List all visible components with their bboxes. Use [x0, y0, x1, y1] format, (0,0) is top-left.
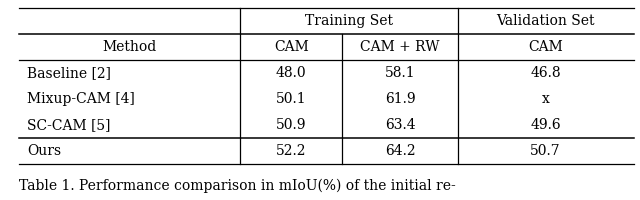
Text: 49.6: 49.6 — [531, 118, 561, 132]
Text: 48.0: 48.0 — [276, 66, 307, 80]
Text: Validation Set: Validation Set — [497, 14, 595, 28]
Text: 58.1: 58.1 — [385, 66, 415, 80]
Text: 50.9: 50.9 — [276, 118, 307, 132]
Text: 50.1: 50.1 — [276, 92, 307, 106]
Text: CAM + RW: CAM + RW — [360, 40, 440, 54]
Text: CAM: CAM — [528, 40, 563, 54]
Text: Training Set: Training Set — [305, 14, 393, 28]
Text: Baseline [2]: Baseline [2] — [27, 66, 111, 80]
Text: Table 1. Performance comparison in mIoU(%) of the initial re-: Table 1. Performance comparison in mIoU(… — [19, 179, 456, 193]
Text: 63.4: 63.4 — [385, 118, 415, 132]
Text: 52.2: 52.2 — [276, 144, 307, 158]
Text: Method: Method — [102, 40, 157, 54]
Text: 61.9: 61.9 — [385, 92, 415, 106]
Text: Mixup-CAM [4]: Mixup-CAM [4] — [27, 92, 135, 106]
Text: 64.2: 64.2 — [385, 144, 415, 158]
Text: Ours: Ours — [27, 144, 61, 158]
Text: CAM: CAM — [274, 40, 308, 54]
Text: 50.7: 50.7 — [531, 144, 561, 158]
Text: SC-CAM [5]: SC-CAM [5] — [27, 118, 110, 132]
Text: x: x — [541, 92, 550, 106]
Text: 46.8: 46.8 — [531, 66, 561, 80]
